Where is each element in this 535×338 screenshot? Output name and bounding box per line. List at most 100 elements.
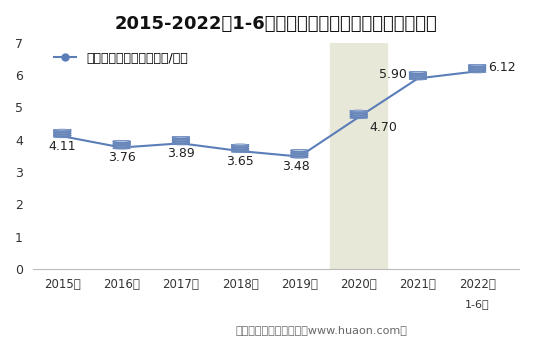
Ellipse shape	[54, 129, 71, 131]
Ellipse shape	[350, 110, 368, 112]
FancyBboxPatch shape	[350, 116, 368, 118]
Ellipse shape	[172, 142, 190, 143]
Ellipse shape	[113, 142, 131, 144]
Ellipse shape	[409, 75, 427, 76]
Ellipse shape	[172, 140, 190, 141]
Ellipse shape	[409, 71, 427, 73]
Ellipse shape	[113, 144, 131, 146]
Ellipse shape	[231, 148, 249, 149]
FancyBboxPatch shape	[468, 69, 486, 70]
FancyBboxPatch shape	[409, 76, 427, 77]
Ellipse shape	[291, 149, 308, 151]
FancyBboxPatch shape	[468, 67, 486, 69]
FancyBboxPatch shape	[231, 147, 249, 148]
Ellipse shape	[468, 68, 486, 69]
FancyBboxPatch shape	[172, 139, 190, 141]
FancyBboxPatch shape	[409, 74, 427, 76]
Ellipse shape	[54, 135, 71, 136]
Ellipse shape	[468, 71, 486, 73]
Ellipse shape	[231, 148, 249, 149]
FancyBboxPatch shape	[468, 65, 486, 67]
Text: 5.90: 5.90	[379, 68, 407, 81]
Ellipse shape	[291, 157, 308, 158]
FancyBboxPatch shape	[409, 77, 427, 79]
Title: 2015-2022年1-6月大连商品交易所豆一期货成交均价: 2015-2022年1-6月大连商品交易所豆一期货成交均价	[114, 15, 437, 33]
Ellipse shape	[172, 138, 190, 140]
Ellipse shape	[113, 148, 131, 149]
FancyBboxPatch shape	[350, 115, 368, 116]
Ellipse shape	[291, 155, 308, 156]
FancyBboxPatch shape	[54, 134, 71, 135]
Ellipse shape	[291, 153, 308, 155]
Ellipse shape	[172, 142, 190, 143]
Ellipse shape	[231, 149, 249, 151]
Ellipse shape	[291, 151, 308, 153]
Ellipse shape	[113, 146, 131, 147]
Ellipse shape	[113, 141, 131, 142]
Ellipse shape	[350, 112, 368, 114]
Ellipse shape	[54, 133, 71, 134]
Ellipse shape	[291, 153, 308, 155]
Ellipse shape	[468, 70, 486, 71]
Text: 3.65: 3.65	[226, 155, 254, 168]
FancyBboxPatch shape	[291, 154, 308, 156]
Ellipse shape	[172, 136, 190, 138]
FancyBboxPatch shape	[113, 143, 131, 145]
Ellipse shape	[409, 77, 427, 78]
FancyBboxPatch shape	[113, 141, 131, 143]
FancyBboxPatch shape	[409, 72, 427, 74]
FancyBboxPatch shape	[113, 145, 131, 147]
Ellipse shape	[54, 129, 71, 131]
Text: 1-6月: 1-6月	[465, 299, 490, 310]
Ellipse shape	[291, 151, 308, 153]
Ellipse shape	[231, 149, 249, 151]
Text: 4.11: 4.11	[49, 140, 76, 153]
Ellipse shape	[172, 136, 190, 138]
Text: 4.70: 4.70	[369, 121, 397, 134]
Ellipse shape	[409, 78, 427, 80]
FancyBboxPatch shape	[291, 150, 308, 152]
Ellipse shape	[350, 112, 368, 114]
FancyBboxPatch shape	[172, 142, 190, 144]
FancyBboxPatch shape	[54, 130, 71, 132]
Ellipse shape	[350, 116, 368, 117]
Ellipse shape	[468, 68, 486, 69]
FancyBboxPatch shape	[231, 148, 249, 150]
Ellipse shape	[54, 131, 71, 132]
Text: 制图：华经产业研究院（www.huaon.com）: 制图：华经产业研究院（www.huaon.com）	[235, 324, 407, 335]
Ellipse shape	[172, 138, 190, 140]
Ellipse shape	[231, 144, 249, 146]
Ellipse shape	[409, 73, 427, 75]
Ellipse shape	[409, 71, 427, 73]
Legend: 豆一期货成交均价（万元/手）: 豆一期货成交均价（万元/手）	[49, 47, 193, 70]
Ellipse shape	[409, 77, 427, 78]
Ellipse shape	[54, 136, 71, 138]
Ellipse shape	[113, 141, 131, 142]
FancyBboxPatch shape	[172, 137, 190, 139]
Ellipse shape	[54, 135, 71, 136]
FancyBboxPatch shape	[350, 113, 368, 115]
Ellipse shape	[231, 146, 249, 147]
FancyBboxPatch shape	[291, 156, 308, 158]
Ellipse shape	[350, 110, 368, 112]
FancyBboxPatch shape	[113, 147, 131, 148]
FancyBboxPatch shape	[54, 132, 71, 134]
Ellipse shape	[350, 116, 368, 117]
Ellipse shape	[468, 66, 486, 68]
Ellipse shape	[113, 144, 131, 146]
Ellipse shape	[113, 146, 131, 147]
Ellipse shape	[350, 117, 368, 119]
FancyBboxPatch shape	[468, 70, 486, 72]
FancyBboxPatch shape	[291, 152, 308, 154]
Ellipse shape	[172, 140, 190, 141]
Ellipse shape	[291, 149, 308, 151]
Ellipse shape	[350, 114, 368, 115]
Text: 3.48: 3.48	[282, 161, 310, 173]
Ellipse shape	[54, 131, 71, 132]
Bar	[330, 43, 387, 269]
Ellipse shape	[172, 143, 190, 145]
Ellipse shape	[468, 64, 486, 66]
Ellipse shape	[231, 151, 249, 153]
Text: 3.76: 3.76	[108, 151, 135, 164]
FancyBboxPatch shape	[231, 150, 249, 152]
